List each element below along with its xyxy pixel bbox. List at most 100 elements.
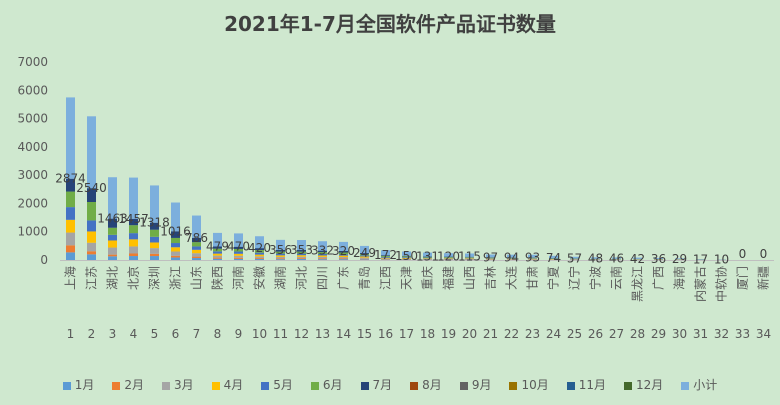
x-index-label: 27: [609, 327, 624, 341]
bar-segment-4月: [423, 258, 432, 259]
x-category-label: 四川: [316, 266, 330, 290]
bar-segment-2月: [171, 255, 180, 258]
bar-segment-7月: [402, 255, 411, 257]
bar-segment-5月: [234, 251, 243, 254]
bar-segment-7月: [129, 218, 138, 226]
data-label: 2540: [76, 181, 107, 195]
data-label: 46: [609, 252, 624, 266]
bar-segment-4月: [360, 256, 369, 258]
bar-segment-6月: [192, 242, 201, 247]
bar-segment-1月: [87, 254, 96, 260]
data-label: 1457: [118, 212, 149, 226]
y-tick-label: 3000: [17, 168, 48, 182]
legend-label: 9月: [471, 378, 492, 392]
bar-segment-7月: [192, 237, 201, 243]
y-tick-label: 1000: [17, 225, 48, 239]
bar-segment-4月: [465, 258, 474, 259]
bar-segment-4月: [297, 255, 306, 257]
data-label: 0: [760, 247, 768, 261]
x-category-label: 广东: [337, 266, 351, 290]
data-label: 115: [458, 250, 481, 264]
bar-segment-6月: [444, 257, 453, 258]
x-category-label: 中软协: [714, 266, 729, 302]
x-index-label: 4: [130, 327, 138, 341]
bar-segment-2月: [87, 251, 96, 255]
bar-segment-6月: [381, 255, 390, 257]
x-index-label: 20: [462, 327, 477, 341]
legend-swatch: [360, 381, 369, 390]
x-index-label: 9: [235, 327, 243, 341]
x-category-label: 广西: [652, 266, 666, 290]
bar-segment-4月: [192, 249, 201, 254]
bar-segment-5月: [171, 243, 180, 248]
legend-label: 小计: [693, 378, 718, 392]
legend-item: 8月: [410, 376, 442, 393]
legend-label: 1月: [74, 378, 95, 392]
bar-segment-3月: [465, 258, 474, 260]
bar-segment-3月: [423, 258, 432, 260]
x-index-label: 6: [172, 327, 180, 341]
bar-segment-1月: [129, 256, 138, 260]
bar-segment-subtotal: [465, 253, 474, 257]
x-index-label: 14: [336, 327, 351, 341]
bar-segment-6月: [486, 257, 495, 259]
x-category-label: 安徽: [252, 266, 267, 290]
legend-swatch: [624, 381, 633, 390]
bar-segment-subtotal: [87, 116, 96, 189]
bar-segment-4月: [87, 231, 96, 243]
bar-segment-subtotal: [654, 257, 663, 259]
bar-segment-subtotal: [444, 253, 453, 257]
bar-segment-2月: [192, 256, 201, 259]
legend-swatch: [261, 381, 270, 390]
legend-label: 11月: [578, 378, 607, 392]
bar-segment-6月: [66, 191, 75, 208]
bar-segment-5月: [423, 257, 432, 259]
bar-segment-2月: [297, 258, 306, 260]
y-tick-label: 5000: [17, 112, 48, 126]
x-category-label: 浙江: [169, 266, 183, 290]
bar-segment-subtotal: [150, 185, 159, 223]
bar-segment-4月: [255, 254, 264, 257]
x-index-label: 1: [67, 327, 75, 341]
bar-segment-2月: [360, 258, 369, 260]
legend-item: 7月: [360, 376, 392, 393]
x-index-label: 21: [483, 327, 498, 341]
x-category-label: 湖南: [273, 266, 288, 290]
bar-segment-4月: [276, 255, 285, 257]
x-index-label: 22: [504, 327, 519, 341]
bar-segment-3月: [360, 257, 369, 259]
bar-segment-5月: [66, 207, 75, 220]
bar-segment-6月: [276, 251, 285, 254]
x-category-label: 云南: [609, 266, 624, 290]
bar-segment-7月: [171, 231, 180, 238]
x-category-label: 辽宁: [567, 266, 582, 290]
bar-segment-1月: [66, 252, 75, 260]
legend-item: 12月: [624, 376, 663, 393]
legend-item: 3月: [161, 376, 194, 393]
data-label: 249: [353, 246, 376, 260]
x-category-label: 宁夏: [546, 266, 561, 290]
data-label: 94: [504, 250, 519, 264]
bar-segment-3月: [318, 256, 327, 259]
x-index-label: 32: [714, 327, 729, 341]
legend-label: 8月: [422, 378, 442, 392]
legend-label: 3月: [173, 378, 194, 392]
bar-segment-6月: [171, 237, 180, 244]
bar-segment-subtotal: [507, 254, 516, 258]
x-index-label: 31: [693, 327, 708, 341]
bar-segment-subtotal: [402, 251, 411, 256]
bar-segment-4月: [234, 253, 243, 256]
legend-swatch: [509, 381, 518, 390]
bar-segment-7月: [108, 218, 117, 228]
bar-segment-subtotal: [360, 245, 369, 253]
data-label: 0: [739, 247, 747, 261]
data-label: 332: [311, 244, 334, 258]
bar-segment-6月: [423, 256, 432, 258]
x-index-label: 18: [420, 327, 435, 341]
bar-segment-5月: [381, 256, 390, 258]
bar-segment-7月: [255, 248, 264, 251]
bar-segment-subtotal: [549, 255, 558, 258]
bar-segment-2月: [276, 258, 285, 260]
data-label: 74: [546, 251, 561, 265]
